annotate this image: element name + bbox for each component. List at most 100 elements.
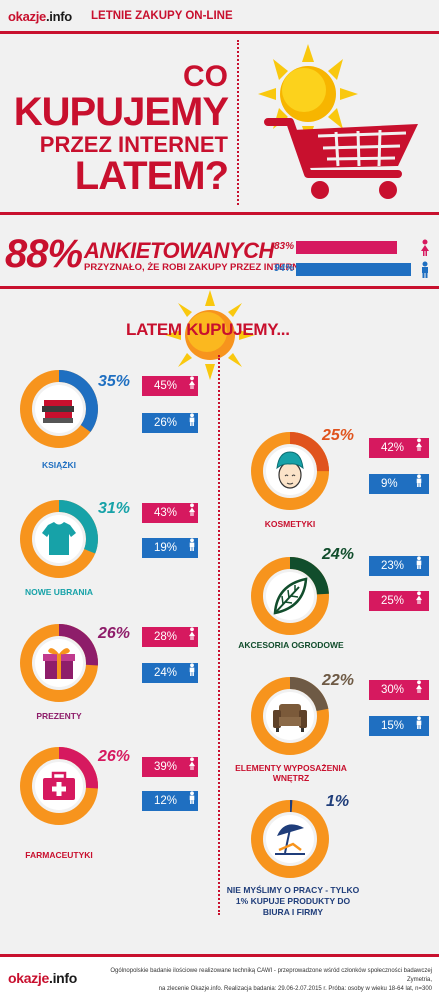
male-value: 19% <box>154 542 178 554</box>
female-icon <box>415 591 423 611</box>
header-divider <box>0 31 439 34</box>
male-value: 12% <box>154 795 178 807</box>
category-label-interior: ELEMENTY WYPOSAŻENIA WNĘTRZ <box>235 763 347 783</box>
survey-female-bar <box>296 241 398 254</box>
category-label-clothes: NOWE UBRANIA <box>25 587 93 597</box>
male-icon <box>188 413 196 433</box>
donut-books <box>20 370 98 448</box>
tag-male-books: 26% <box>142 413 198 433</box>
female-value: 39% <box>154 761 178 773</box>
category-total-interior: 22% <box>322 672 355 689</box>
tag-male-pharma: 12% <box>142 791 198 811</box>
female-icon <box>188 627 196 647</box>
hero-title-line-2: KUPUJEMY <box>13 90 229 134</box>
books-icon <box>42 400 74 423</box>
shopping-cart-icon <box>264 118 418 199</box>
category-label-cosmetics: KOSMETYKI <box>264 519 316 529</box>
tag-female-garden: 25% <box>369 591 429 611</box>
category-label-books: KSIĄŻKI <box>42 460 76 470</box>
male-icon <box>415 556 423 576</box>
logo-main-text: okazje <box>8 970 49 986</box>
male-value: 23% <box>381 560 405 572</box>
hero-title-line-3: PRZEZ INTERNET <box>39 132 228 157</box>
male-icon <box>188 538 196 558</box>
hero-dotted-divider <box>237 40 239 205</box>
category-total-garden: 24% <box>322 546 355 563</box>
category-total-books: 35% <box>98 373 131 390</box>
hero-title-line-4: LATEM? <box>74 154 229 198</box>
category-label-pharma: FARMACEUTYKI <box>25 850 93 860</box>
tag-male-gifts: 24% <box>142 663 198 683</box>
category-total-pharma: 26% <box>98 748 131 765</box>
footer <box>0 955 439 1000</box>
survey-headline: ANKIETOWANYCH <box>84 238 274 263</box>
tag-female-clothes: 43% <box>142 503 198 523</box>
tag-female-interior: 30% <box>369 680 429 700</box>
footer-line-1: Ogólnopolskie badanie ilościowe realizow… <box>110 968 432 983</box>
male-icon <box>188 791 196 811</box>
tag-female-gifts: 28% <box>142 627 198 647</box>
footer-methodology: Ogólnopolskie badanie ilościowe realizow… <box>110 967 432 994</box>
leaf-icon <box>273 577 308 615</box>
female-value: 28% <box>154 631 178 643</box>
female-icon <box>188 503 196 523</box>
top-bar <box>0 0 439 34</box>
tag-female-pharma: 39% <box>142 757 198 777</box>
female-value: 25% <box>381 595 405 607</box>
donut-office <box>251 800 329 878</box>
sun-cart-illustration <box>258 44 418 199</box>
logo-dot-text: . <box>45 9 50 24</box>
female-value: 45% <box>154 380 178 392</box>
category-label-gifts: PREZENTY <box>36 711 82 721</box>
category-total-office: 1% <box>326 793 350 810</box>
tag-female-books: 45% <box>142 376 198 396</box>
donut-clothes <box>20 500 98 578</box>
center-dotted-divider <box>218 355 220 915</box>
logo-main-text: okazje <box>8 9 46 24</box>
beach-umbrella-icon <box>275 824 305 855</box>
tag-male-cosmetics: 9% <box>369 474 429 494</box>
category-total-gifts: 26% <box>98 625 131 642</box>
header-logo[interactable]: okazje.info <box>8 9 72 24</box>
tag-male-interior: 15% <box>369 716 429 736</box>
gift-icon <box>43 648 75 679</box>
male-value: 26% <box>154 417 178 429</box>
footer-top-rule <box>0 954 439 957</box>
male-icon <box>415 474 423 494</box>
face-towel-icon <box>276 451 304 489</box>
male-value: 15% <box>381 720 405 732</box>
category-label-garden: AKCESORIA OGRODOWE <box>238 640 344 650</box>
female-icon <box>188 757 196 777</box>
footer-logo[interactable]: okazje.info <box>8 970 77 986</box>
donut-gifts <box>20 624 98 702</box>
female-value: 30% <box>381 684 405 696</box>
footer-line-2: na zlecenie Okazje.info. Realizacja bada… <box>158 986 432 992</box>
female-icon <box>415 680 423 700</box>
donut-cosmetics <box>251 432 329 510</box>
donut-pharma <box>20 747 98 825</box>
category-total-clothes: 31% <box>98 500 131 517</box>
first-aid-kit-icon <box>43 771 75 800</box>
male-value: 24% <box>154 667 178 679</box>
male-value: 9% <box>381 478 398 490</box>
category-label-office: NIE MYŚLIMY O PRACY - TYLKO 1% KUPUJE PR… <box>226 885 360 917</box>
donut-garden <box>251 557 329 635</box>
armchair-icon <box>273 704 307 732</box>
category-total-cosmetics: 25% <box>322 427 355 444</box>
survey-bottom-rule <box>0 286 439 289</box>
logo-tld-text: info <box>52 970 78 986</box>
female-icon <box>415 438 423 458</box>
header-subtitle: LETNIE ZAKUPY ON-LINE <box>91 10 233 22</box>
male-icon <box>420 261 430 283</box>
logo-dot-text: . <box>49 970 53 986</box>
section-title: LATEM KUPUJEMY... <box>126 320 290 339</box>
survey-subline: PRZYZNAŁO, ŻE ROBI ZAKUPY PRZEZ INTERNET <box>84 262 312 273</box>
donut-interior <box>251 677 329 755</box>
female-icon <box>420 239 430 261</box>
sun-icon <box>165 290 255 380</box>
survey-female-value: 83% <box>274 241 295 252</box>
hero-title: CO KUPUJEMY PRZEZ INTERNET LATEM? <box>0 62 229 198</box>
survey-percent: 88% <box>5 232 83 276</box>
female-value: 42% <box>381 442 405 454</box>
hero-bottom-rule <box>0 212 439 215</box>
